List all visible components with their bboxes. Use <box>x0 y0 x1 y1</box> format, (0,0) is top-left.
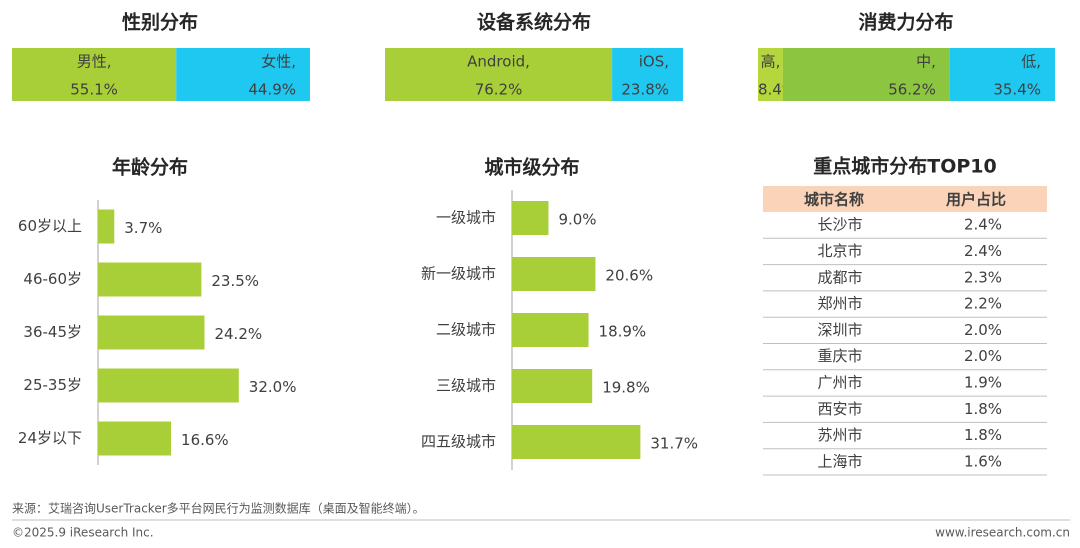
category-label: 24岁以下 <box>18 429 82 447</box>
bar <box>98 262 202 297</box>
segment-name: 中, <box>916 53 936 71</box>
value-label: 24.2% <box>214 325 262 343</box>
value-label: 9.0% <box>558 211 596 229</box>
value-label: 3.7% <box>124 219 162 237</box>
table-header-bg <box>763 186 1047 212</box>
table-cell: 深圳市 <box>817 321 862 339</box>
segment-label: 56.2% <box>888 81 936 99</box>
value-label: 32.0% <box>249 378 297 396</box>
segment <box>949 48 1055 101</box>
table-cell: 1.8% <box>964 426 1002 444</box>
value-label: 31.7% <box>650 435 698 453</box>
segment-label: 23.8% <box>621 81 669 99</box>
chart-title: 设备系统分布 <box>477 11 591 34</box>
table-header: 用户占比 <box>946 191 1006 209</box>
source: 来源：艾瑞咨询UserTracker多平台网民行为监测数据库（桌面及智能终端）。 <box>12 501 425 516</box>
bar <box>512 369 593 403</box>
bar <box>512 425 641 459</box>
category-label: 三级城市 <box>436 377 496 395</box>
value-label: 23.5% <box>211 272 259 290</box>
category-label: 25-35岁 <box>23 376 82 394</box>
chart-title: 城市级分布 <box>484 156 579 179</box>
table-cell: 2.4% <box>964 242 1002 260</box>
value-label: 20.6% <box>605 267 653 285</box>
table-cell: 2.0% <box>964 347 1002 365</box>
segment-name: 男性, <box>77 53 112 71</box>
table-cell: 1.6% <box>964 452 1002 470</box>
bar <box>98 209 115 244</box>
segment-name: 低, <box>1021 53 1041 71</box>
segment <box>758 48 783 101</box>
table-cell: 长沙市 <box>817 216 862 234</box>
segment-name: 高, <box>761 53 781 71</box>
category-label: 新一级城市 <box>421 265 496 283</box>
table-cell: 北京市 <box>817 242 862 260</box>
table-cell: 西安市 <box>817 400 862 418</box>
category-label: 二级城市 <box>436 321 496 339</box>
table-cell: 2.0% <box>964 321 1002 339</box>
category-label: 46-60岁 <box>23 270 82 288</box>
table-cell: 2.4% <box>964 216 1002 234</box>
segment <box>385 48 613 101</box>
bar <box>98 421 172 456</box>
chart-title: 年龄分布 <box>112 156 188 179</box>
bar <box>512 201 549 235</box>
segment <box>12 48 177 101</box>
category-label: 60岁以上 <box>18 217 82 235</box>
table-cell: 1.9% <box>964 373 1002 391</box>
table-title: 重点城市分布TOP10 <box>813 155 996 178</box>
value-label: 19.8% <box>602 379 650 397</box>
bar <box>98 315 205 350</box>
table-header: 城市名称 <box>804 191 864 209</box>
table-cell: 郑州市 <box>817 295 862 313</box>
segment <box>782 48 950 101</box>
segment-name: 女性, <box>261 53 296 71</box>
chart-title: 性别分布 <box>122 11 198 34</box>
value-label: 16.6% <box>181 431 229 449</box>
value-label: 18.9% <box>599 323 647 341</box>
table-cell: 2.2% <box>964 295 1002 313</box>
table-cell: 2.3% <box>964 268 1002 286</box>
table-cell: 重庆市 <box>817 347 862 365</box>
bar <box>512 257 596 291</box>
copyright: ©2025.9 iResearch Inc. <box>12 526 154 540</box>
chart-title: 消费力分布 <box>858 11 953 34</box>
segment-label: 55.1% <box>70 81 118 99</box>
table-cell: 上海市 <box>817 452 862 470</box>
table-cell: 苏州市 <box>817 426 862 444</box>
segment-name: iOS, <box>639 53 669 71</box>
table-cell: 广州市 <box>817 373 862 391</box>
table-cell: 1.8% <box>964 400 1002 418</box>
category-label: 一级城市 <box>436 209 496 227</box>
segment-label: 44.9% <box>248 81 296 99</box>
category-label: 36-45岁 <box>23 323 82 341</box>
segment <box>612 48 683 101</box>
category-label: 四五级城市 <box>421 433 496 451</box>
table-cell: 成都市 <box>817 268 862 286</box>
segment <box>176 48 310 101</box>
bar <box>512 313 589 347</box>
segment-label: 35.4% <box>993 81 1041 99</box>
segment-name: Android, <box>467 53 530 71</box>
website: www.iresearch.com.cn <box>935 526 1070 540</box>
bar <box>98 368 239 403</box>
segment-label: 76.2% <box>475 81 523 99</box>
